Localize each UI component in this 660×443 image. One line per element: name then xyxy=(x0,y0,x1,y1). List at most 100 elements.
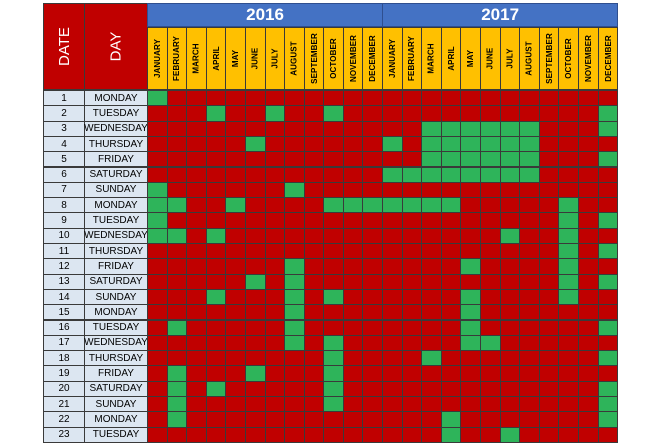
date-cell: 6 xyxy=(43,166,85,183)
unmarked-cell xyxy=(186,304,207,321)
unmarked-cell xyxy=(166,151,188,168)
unmarked-cell xyxy=(147,258,168,275)
marked-cell xyxy=(244,135,266,153)
unmarked-cell xyxy=(499,365,521,382)
unmarked-cell xyxy=(303,90,325,107)
day-cell: FRIDAY xyxy=(84,151,148,168)
unmarked-cell xyxy=(342,120,364,137)
day-header: DAY xyxy=(84,3,148,90)
unmarked-cell xyxy=(225,365,246,382)
unmarked-cell xyxy=(303,334,325,352)
unmarked-cell xyxy=(147,365,168,382)
marked-cell xyxy=(460,319,482,336)
unmarked-cell xyxy=(362,212,384,229)
unmarked-cell xyxy=(342,90,364,107)
date-cell: 12 xyxy=(43,258,85,275)
unmarked-cell xyxy=(558,166,579,183)
unmarked-cell xyxy=(147,135,168,153)
unmarked-cell xyxy=(382,350,403,367)
unmarked-cell xyxy=(166,181,188,199)
marked-cell xyxy=(499,227,521,244)
unmarked-cell xyxy=(225,396,246,413)
date-header-label: DATE xyxy=(55,27,73,66)
unmarked-cell xyxy=(186,243,207,260)
unmarked-cell xyxy=(166,350,188,367)
marked-cell xyxy=(284,334,305,352)
unmarked-cell xyxy=(382,120,403,137)
unmarked-cell xyxy=(421,334,442,352)
month-label: APRIL xyxy=(211,46,221,71)
unmarked-cell xyxy=(597,334,619,352)
unmarked-cell xyxy=(401,350,423,367)
unmarked-cell xyxy=(264,120,286,137)
unmarked-cell xyxy=(244,212,266,229)
date-cell: 23 xyxy=(43,426,85,443)
unmarked-cell xyxy=(186,120,207,137)
marked-cell xyxy=(499,135,521,153)
month-label: NOVEMBER xyxy=(348,34,358,83)
marked-cell xyxy=(597,151,619,168)
unmarked-cell xyxy=(323,426,344,443)
marked-cell xyxy=(166,197,188,214)
month-header-march-2016: MARCH xyxy=(186,27,207,90)
unmarked-cell xyxy=(519,243,540,260)
marked-cell xyxy=(323,380,344,397)
unmarked-cell xyxy=(480,227,501,244)
unmarked-cell xyxy=(558,319,579,336)
marked-cell xyxy=(421,135,442,153)
date-cell: 13 xyxy=(43,273,85,290)
unmarked-cell xyxy=(382,396,403,413)
marked-cell xyxy=(166,380,188,397)
unmarked-cell xyxy=(342,166,364,183)
unmarked-cell xyxy=(440,258,462,275)
unmarked-cell xyxy=(303,166,325,183)
day-cell: WEDNESDAY xyxy=(84,120,148,137)
date-cell: 4 xyxy=(43,135,85,153)
unmarked-cell xyxy=(186,181,207,199)
unmarked-cell xyxy=(577,304,599,321)
unmarked-cell xyxy=(362,411,384,428)
unmarked-cell xyxy=(558,350,579,367)
unmarked-cell xyxy=(577,227,599,244)
marked-cell xyxy=(597,273,619,290)
month-header-december-2017: DECEMBER xyxy=(597,27,619,90)
unmarked-cell xyxy=(225,304,246,321)
unmarked-cell xyxy=(460,197,482,214)
unmarked-cell xyxy=(440,380,462,397)
unmarked-cell xyxy=(362,243,384,260)
unmarked-cell xyxy=(166,135,188,153)
day-header-label: DAY xyxy=(107,31,125,62)
unmarked-cell xyxy=(401,273,423,290)
unmarked-cell xyxy=(597,166,619,183)
marked-cell xyxy=(519,135,540,153)
month-label: MARCH xyxy=(191,43,201,74)
marked-cell xyxy=(244,273,266,290)
unmarked-cell xyxy=(480,90,501,107)
unmarked-cell xyxy=(519,197,540,214)
unmarked-cell xyxy=(244,197,266,214)
unmarked-cell xyxy=(147,120,168,137)
unmarked-cell xyxy=(166,288,188,306)
date-cell: 14 xyxy=(43,288,85,306)
unmarked-cell xyxy=(186,212,207,229)
unmarked-cell xyxy=(244,90,266,107)
unmarked-cell xyxy=(480,380,501,397)
unmarked-cell xyxy=(538,350,560,367)
unmarked-cell xyxy=(440,350,462,367)
unmarked-cell xyxy=(225,243,246,260)
month-label: JULY xyxy=(505,48,515,69)
marked-cell xyxy=(440,120,462,137)
unmarked-cell xyxy=(362,90,384,107)
unmarked-cell xyxy=(440,212,462,229)
unmarked-cell xyxy=(558,304,579,321)
unmarked-cell xyxy=(284,350,305,367)
unmarked-cell xyxy=(421,227,442,244)
unmarked-cell xyxy=(421,105,442,122)
unmarked-cell xyxy=(577,396,599,413)
marked-cell xyxy=(421,151,442,168)
unmarked-cell xyxy=(186,227,207,244)
unmarked-cell xyxy=(244,304,266,321)
unmarked-cell xyxy=(264,288,286,306)
marked-cell xyxy=(225,197,246,214)
unmarked-cell xyxy=(499,380,521,397)
